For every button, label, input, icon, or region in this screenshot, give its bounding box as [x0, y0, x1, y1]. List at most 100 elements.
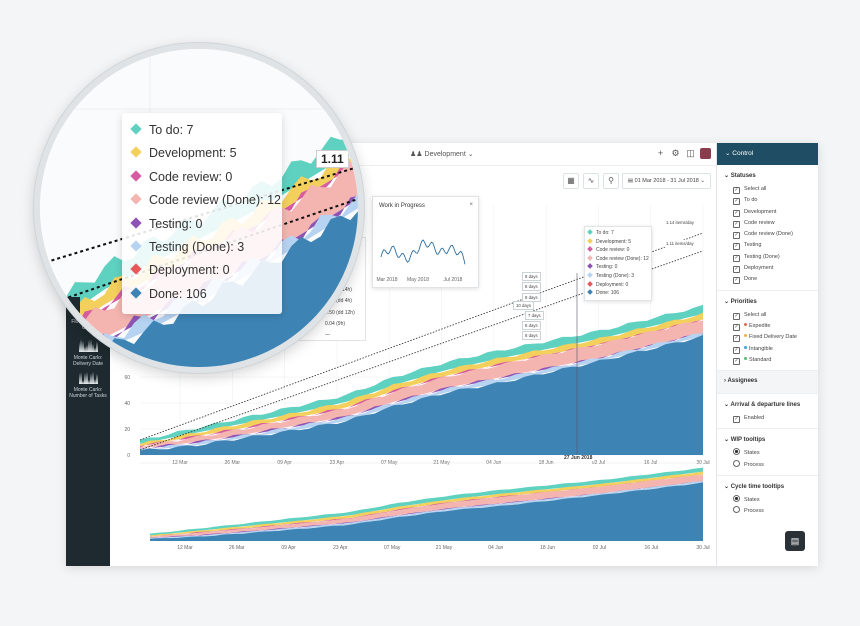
statuses-toggle[interactable]: ⌄ Statuses	[724, 173, 756, 179]
priority-checkbox[interactable]: ✓ Intangible	[724, 344, 818, 355]
magnified-legend-row: Testing (Done): 3	[122, 236, 282, 259]
avatar[interactable]	[700, 148, 711, 159]
status-checkbox[interactable]: ✓ Done	[724, 274, 818, 285]
priority-checkbox[interactable]: ✓ Expedite	[724, 321, 818, 332]
y-tick-label: 0	[127, 453, 130, 459]
date-range-picker[interactable]: ▤ 01 Mar 2018 - 31 Jul 2018 ⌄	[621, 173, 711, 189]
statuses-section: ⌄ Statuses ✓ Select all ✓ To do ✓ Development…	[717, 165, 818, 291]
wip-x-label: May 2018	[407, 277, 429, 283]
close-icon[interactable]: ×	[469, 202, 473, 208]
status-label: Testing (Done)	[744, 253, 780, 260]
priority-checkbox[interactable]: ✓ Standard	[724, 355, 818, 366]
status-checkbox[interactable]: ✓ Testing	[724, 240, 818, 251]
wip-process-radio[interactable]: Process	[724, 459, 818, 471]
wip-tooltips-title: WIP tooltips	[730, 437, 766, 444]
legend-row: Done: 106	[585, 289, 651, 298]
magnified-legend-row: Code review (Done): 12	[122, 189, 282, 212]
legend-label: Testing (Done): 3	[596, 272, 635, 279]
legend-label: Development: 5	[596, 238, 632, 245]
magnified-legend-label: Code review: 0	[149, 169, 233, 184]
legend-row: Code review: 0	[585, 246, 651, 255]
status-checkbox[interactable]: ✓ Development	[724, 207, 818, 218]
series-area-code-review-done	[150, 474, 703, 538]
legend-label: Code review: 0	[596, 247, 630, 254]
legend-marker	[587, 237, 593, 244]
gear-icon[interactable]: ⚙	[671, 148, 680, 158]
nav-item-monte-carlo-number-of-tasks[interactable]: Monte Carlo: Number of Tasks	[66, 370, 110, 399]
priority-label: Select all	[744, 311, 767, 318]
series-area-testing-done	[61, 193, 358, 367]
magnified-legend-label: Testing: 0	[149, 216, 203, 231]
status-label: Code review	[744, 219, 775, 226]
checkbox-icon: ✓	[733, 335, 740, 343]
cycle-day-tag: 8 days	[522, 321, 541, 330]
magnified-legend-label: Deployment: 0	[149, 263, 230, 278]
series-area-development	[140, 312, 703, 446]
chat-icon[interactable]: ▤	[785, 531, 805, 551]
cycle-tooltips-section: ⌄ Cycle time tooltips States Process	[717, 476, 818, 522]
legend-marker	[130, 123, 142, 135]
process-label: Process	[744, 461, 764, 468]
control-header[interactable]: ⌄ Control	[717, 143, 818, 165]
wip-popup-title: Work in Progress	[379, 203, 425, 209]
monitor-icon[interactable]: ◫	[686, 148, 695, 158]
radio-icon	[733, 495, 740, 503]
magnified-legend-row: Development: 5	[122, 142, 282, 165]
line-chart-icon[interactable]: ∿	[583, 173, 599, 189]
checkbox-icon: ✓	[733, 187, 740, 194]
plus-icon[interactable]: +	[657, 148, 664, 158]
status-checkbox[interactable]: ✓ Testing (Done)	[724, 252, 818, 263]
checkbox-icon: ✓	[733, 277, 740, 285]
legend-row: Development: 5	[585, 237, 651, 247]
magnified-legend-row: Testing: 0	[122, 213, 282, 236]
legend-marker	[130, 170, 142, 182]
control-panel: ⌄ Control ⌄ Statuses ✓ Select all ✓ To do ✓ D…	[716, 143, 818, 566]
y-tick-label: 60	[124, 375, 130, 381]
priorities-section: ⌄ Priorities ✓ Select all ✓ Expedite ✓ Fixed …	[717, 291, 818, 372]
overview-chart[interactable]	[150, 467, 703, 541]
arrival-lines-title: Arrival & departure lines	[730, 402, 801, 409]
assignees-title: Assignees	[727, 378, 758, 385]
priority-checkbox[interactable]: ✓ Fixed Delivery Date	[724, 332, 818, 343]
status-checkbox[interactable]: ✓ Code review (Done)	[724, 229, 818, 240]
top-bar: ♟♟ Development ⌄ + ⚙ ◫	[110, 143, 717, 166]
status-checkbox[interactable]: ✓ Deployment	[724, 263, 818, 274]
priority-label: Expedite	[749, 322, 771, 329]
overview-x-tick-label: 04 Jun	[488, 545, 503, 551]
cycle-day-tag: 10 days	[513, 301, 535, 310]
legend-marker	[130, 240, 142, 252]
status-label: Testing	[744, 242, 762, 249]
magnifier-lens: 1.11 To do: 7 Development: 5 Code review: …	[34, 43, 364, 373]
assignees-toggle[interactable]: › Assignees	[724, 378, 758, 385]
cycle-states-radio[interactable]: States	[724, 495, 818, 506]
cycle-day-tag: 7 days	[525, 311, 544, 320]
chevron-down-icon: ⌄	[700, 178, 705, 184]
table-icon[interactable]: ▦	[563, 173, 579, 189]
board-selector[interactable]: ♟♟ Development ⌄	[410, 150, 474, 158]
control-title: Control	[732, 150, 754, 157]
wip-states-radio[interactable]: States	[724, 448, 818, 459]
status-label: Development	[744, 208, 777, 215]
magnified-legend-label: Done: 106	[149, 286, 207, 301]
wip-tooltips-toggle[interactable]: ⌄ WIP tooltips	[724, 437, 766, 444]
statuses-title: Statuses	[730, 173, 756, 179]
status-label: Code review (Done)	[744, 231, 793, 238]
status-checkbox[interactable]: ✓ To do	[724, 195, 818, 206]
enabled-checkbox[interactable]: ✓ Enabled	[724, 413, 818, 424]
cycle-process-radio[interactable]: Process	[724, 506, 818, 517]
wip-line	[380, 239, 466, 265]
arrival-lines-toggle[interactable]: ⌄ Arrival & departure lines	[724, 402, 801, 409]
legend-row: Testing (Done): 3	[585, 272, 651, 281]
status-checkbox[interactable]: ✓ Code review	[724, 218, 818, 229]
arrival-lines-section: ⌄ Arrival & departure lines ✓ Enabled	[717, 394, 818, 430]
priority-color-dot	[744, 345, 747, 349]
assignees-section[interactable]: › Assignees	[717, 371, 818, 395]
status-checkbox[interactable]: ✓ Select all	[724, 184, 818, 195]
states-label: States	[744, 497, 760, 504]
priority-checkbox[interactable]: ✓ Select all	[724, 310, 818, 321]
legend-row: Testing: 0	[585, 263, 651, 272]
priorities-toggle[interactable]: ⌄ Priorities	[724, 298, 757, 305]
search-icon[interactable]: ⚲	[603, 173, 619, 189]
cumulative-flow-diagram[interactable]: 0 20 40 60 12 Mar 26 Mar 09 Apr 23 Apr 07 May 21 …	[110, 193, 717, 566]
cycle-tooltips-toggle[interactable]: ⌄ Cycle time tooltips	[724, 484, 785, 491]
